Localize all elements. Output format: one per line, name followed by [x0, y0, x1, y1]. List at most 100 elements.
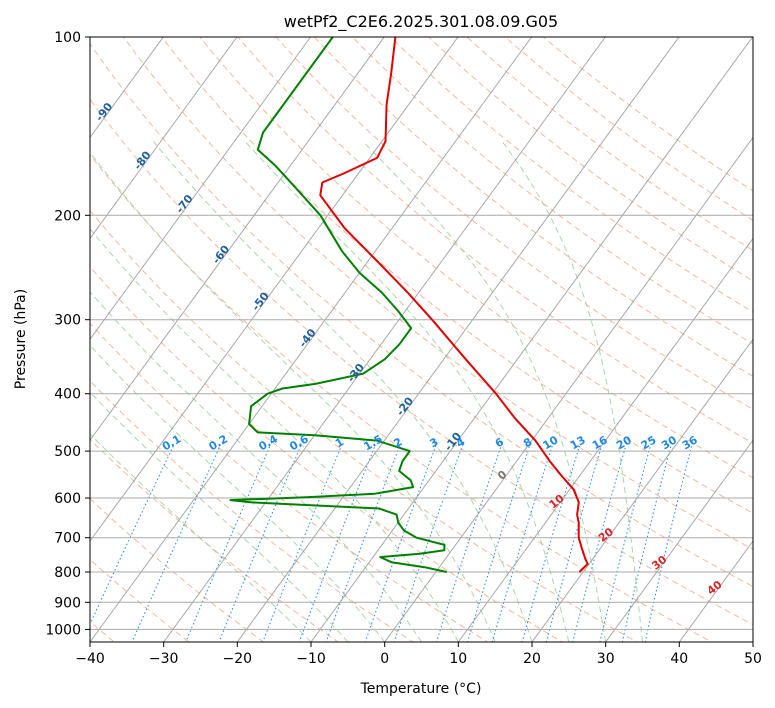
- sounding-series: [229, 37, 589, 573]
- warm-isotherm-label: 30: [649, 553, 669, 573]
- mixing-ratio-label: 36: [680, 433, 700, 452]
- mixing-ratio-line: [298, 445, 376, 642]
- dry-adiabat-line: [275, 37, 753, 411]
- y-tick-label: 800: [54, 565, 81, 581]
- y-axis-ticks: 100 200 300 400 500 600 700 800 900 1000: [45, 30, 90, 638]
- dry-adiabat-line: [90, 438, 340, 642]
- mixing-ratio-line: [185, 445, 271, 642]
- warm-isotherm-label: 20: [596, 525, 616, 545]
- dry-adiabat-line: [90, 380, 414, 642]
- mixing-ratio-label: 20: [614, 433, 634, 452]
- isotherm-label: -90: [93, 100, 116, 124]
- x-tick-label: 10: [449, 651, 467, 667]
- isotherm-label: -20: [394, 394, 417, 418]
- x-tick-label: 0: [380, 651, 389, 667]
- x-tick-label: 40: [670, 651, 688, 667]
- moist-adiabat-line: [152, 140, 533, 642]
- skewed-isotherms: [90, 37, 753, 642]
- y-tick-label: 1000: [45, 622, 81, 638]
- isotherm-line: [236, 37, 680, 642]
- y-tick-label: 400: [54, 387, 81, 403]
- x-tick-label: −40: [75, 651, 105, 667]
- mixing-ratio-line: [599, 445, 651, 642]
- dry-adiabat-line: [90, 209, 639, 642]
- isotherm-label: -60: [210, 243, 233, 267]
- dry-adiabat-line: [351, 37, 753, 345]
- mixing-ratio-line: [572, 445, 627, 642]
- mixing-ratio-label: 16: [590, 433, 610, 452]
- dry-adiabat-line: [313, 37, 753, 377]
- isotherm-line: [310, 37, 753, 642]
- dry-adiabat-line: [160, 37, 753, 514]
- y-tick-label: 100: [54, 30, 81, 46]
- chart-title: wetPf2_C2E6.2025.301.08.09.G05: [284, 12, 558, 32]
- isotherm-label: -30: [345, 361, 368, 385]
- mixing-ratio-line: [644, 445, 693, 642]
- mixing-ratio-label: 6: [493, 435, 506, 450]
- isotherm-line: [90, 37, 312, 341]
- isotherm-line: [90, 37, 459, 542]
- dry-adiabat-line: [466, 37, 753, 251]
- x-tick-label: 30: [597, 651, 615, 667]
- moist-adiabat-line: [90, 391, 349, 642]
- mixing-ratio-line: [521, 445, 581, 642]
- mixing-ratio-line: [621, 445, 672, 642]
- isotherm-label: -50: [249, 289, 272, 313]
- y-tick-label: 500: [54, 444, 81, 460]
- isotherm-line: [163, 37, 606, 642]
- dry-adiabat-line: [199, 37, 753, 479]
- dry-adiabat-line: [90, 498, 265, 642]
- isotherm-line: [605, 439, 753, 642]
- mixing-ratio-line: [90, 445, 174, 626]
- dry-adiabat-line: [90, 322, 489, 642]
- mixing-ratio-label: 25: [639, 433, 659, 452]
- x-tick-label: −20: [223, 651, 253, 667]
- isotherm-line: [457, 237, 753, 642]
- dry-adiabat-line: [542, 37, 753, 192]
- mixing-ratio-label: 3: [427, 435, 440, 450]
- x-tick-label: −30: [149, 651, 179, 667]
- isotherm-line: [752, 641, 753, 642]
- mixing-ratio-label: 1.5: [362, 432, 385, 453]
- mixing-ratio-label: 0.4: [257, 432, 281, 453]
- warm-isotherm-label: 0: [495, 468, 509, 483]
- isotherm-line: [531, 338, 753, 642]
- mixing-ratio-line: [262, 445, 342, 642]
- isotherm-label: -40: [296, 326, 319, 350]
- mixing-ratio-line: [218, 445, 302, 642]
- x-axis-label: Temperature (°C): [360, 681, 482, 697]
- plot-area: 0.1 0.2 0.4 0.6 1 1.5 2 3 4 6 8 10 13 16 20 25 30 36-100-…: [90, 37, 753, 642]
- isotherm-line: [90, 37, 238, 240]
- y-axis-label: Pressure (hPa): [13, 289, 29, 389]
- dry-adiabat-line: [90, 153, 713, 642]
- dry-adiabat-line: [90, 98, 753, 626]
- moist-adiabat-line: [90, 433, 312, 642]
- mixing-ratio-label: 10: [541, 433, 561, 452]
- mixing-ratio-label: 13: [568, 433, 588, 452]
- y-tick-label: 300: [54, 313, 81, 329]
- isotherm-line: [678, 540, 753, 642]
- dry-adiabat-line: [237, 37, 753, 444]
- y-tick-label: 700: [54, 531, 81, 547]
- moist-adiabat-line: [244, 140, 570, 642]
- moist-adiabat-line: [90, 228, 459, 642]
- y-tick-label: 600: [54, 491, 81, 507]
- x-axis-ticks: −40 −30 −20 −10 0 10 20 30 40 50: [75, 642, 762, 667]
- warm-isotherm-label: 10: [547, 492, 567, 512]
- y-tick-label: 900: [54, 595, 81, 611]
- isotherm-label: -70: [173, 192, 196, 216]
- moist-adiabat-line: [362, 140, 607, 642]
- temperature-profile-line: [319, 37, 589, 573]
- mixing-ratio-label: 0.2: [207, 432, 230, 453]
- dewpoint-profile-line: [229, 37, 448, 573]
- y-tick-label: 200: [54, 208, 81, 224]
- dry-adiabat-line: [90, 266, 564, 642]
- dry-adiabat-line: [389, 37, 753, 313]
- dry-adiabat-line: [427, 37, 753, 282]
- x-tick-label: 20: [523, 651, 541, 667]
- isotherm-label: -80: [131, 148, 154, 172]
- mixing-ratio-line: [325, 445, 401, 642]
- isotherm-line: [90, 37, 385, 442]
- moist-adiabat-line: [90, 344, 386, 642]
